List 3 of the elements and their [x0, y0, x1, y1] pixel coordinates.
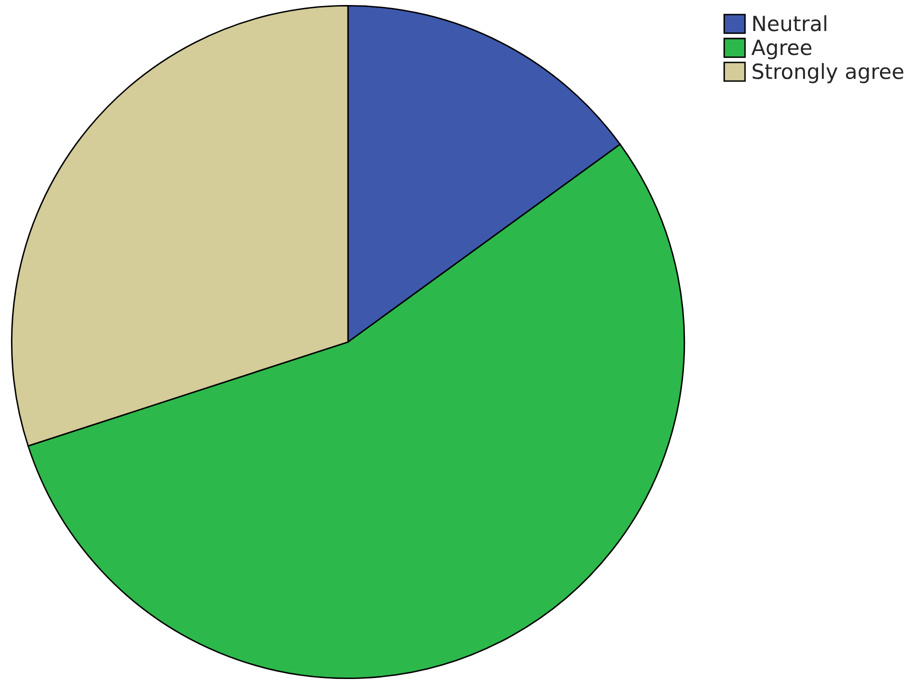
legend-label: Strongly agree — [752, 63, 904, 84]
legend-label: Neutral — [753, 15, 826, 32]
legend-label: Agree — [751, 40, 812, 60]
